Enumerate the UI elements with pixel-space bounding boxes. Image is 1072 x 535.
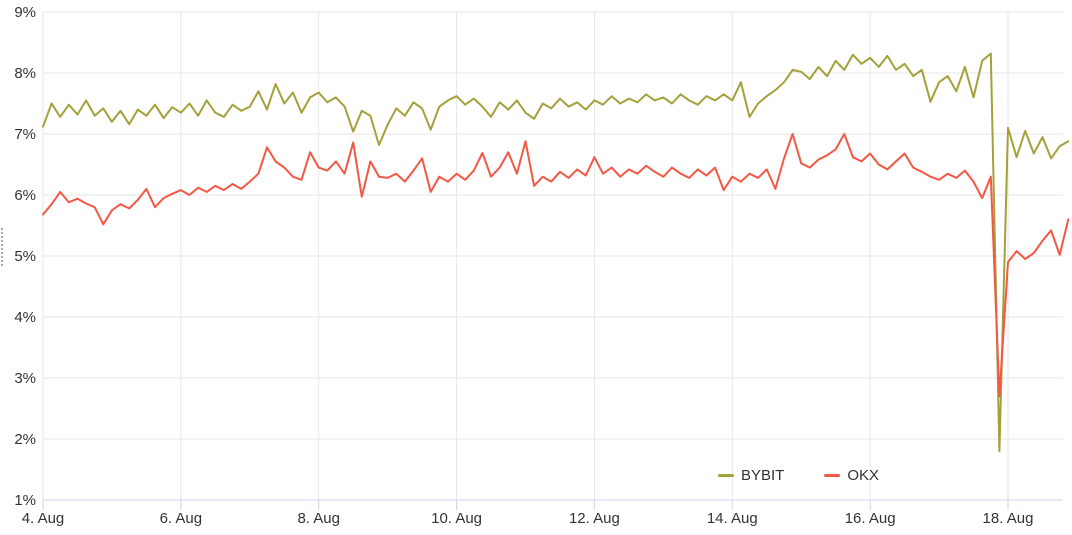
chart-legend: BYBIT OKX [718, 467, 879, 484]
y-axis-title-marker [1, 228, 3, 266]
bybit-series-line[interactable] [42, 52, 1070, 453]
y-tick-label: 4% [14, 309, 36, 326]
y-tick-label: 1% [14, 492, 36, 509]
bybit-legend-swatch [718, 474, 734, 477]
okx-series-line[interactable] [42, 133, 1070, 398]
okx-legend-label: OKX [847, 467, 880, 484]
okx-legend-swatch [824, 474, 841, 477]
bybit-legend-label: BYBIT [741, 467, 785, 484]
x-tick-label: 6. Aug [160, 510, 203, 527]
y-tick-label: 6% [14, 187, 36, 204]
x-tick-label: 12. Aug [569, 510, 620, 527]
y-tick-label: 7% [14, 126, 36, 143]
y-tick-label: 2% [14, 431, 36, 448]
x-tick-label: 14. Aug [707, 510, 758, 527]
x-tick-label: 16. Aug [845, 510, 896, 527]
x-tick-label: 8. Aug [297, 510, 340, 527]
y-tick-label: 8% [14, 65, 36, 82]
x-tick-label: 4. Aug [22, 510, 65, 527]
y-tick-label: 3% [14, 370, 36, 387]
x-tick-label: 18. Aug [983, 510, 1034, 527]
legend-item-okx[interactable]: OKX [824, 467, 879, 484]
y-tick-label: 5% [14, 248, 36, 265]
legend-item-bybit[interactable]: BYBIT [718, 467, 784, 484]
x-tick-label: 10. Aug [431, 510, 482, 527]
y-tick-label: 9% [14, 4, 36, 21]
